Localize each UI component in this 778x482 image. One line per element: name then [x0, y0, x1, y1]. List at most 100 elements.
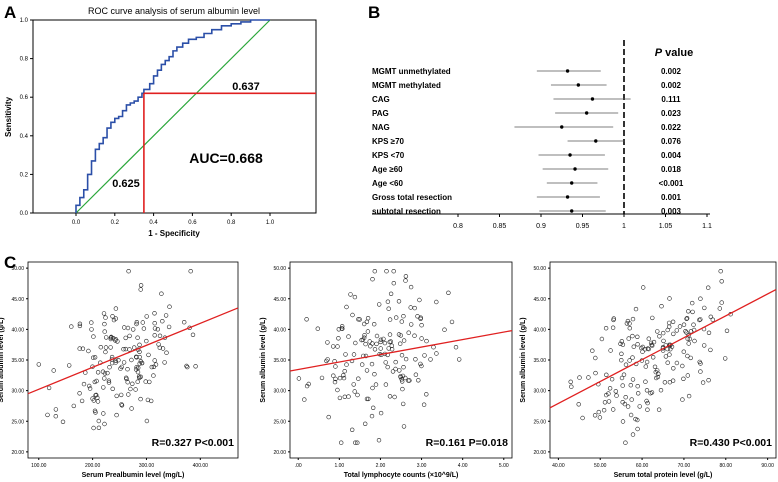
scatter-point — [597, 415, 603, 420]
scatter-point — [95, 399, 101, 404]
scatter-point — [698, 369, 703, 374]
scatter-point — [372, 347, 378, 352]
scatter-point — [702, 305, 707, 311]
scatter-point — [144, 418, 150, 424]
scatter-point — [364, 368, 370, 373]
scatter-point — [152, 321, 157, 326]
scatter-point — [101, 385, 106, 390]
scatter-point — [698, 317, 703, 322]
scatter-point — [386, 306, 391, 311]
scatter-point — [71, 403, 77, 409]
correlation-label: R=0.327 P<0.001 — [152, 437, 234, 449]
scatter-point — [660, 330, 666, 336]
scatter-point — [609, 377, 615, 382]
scatter-y-tick-label: 40.00 — [273, 327, 286, 333]
scatter-point — [132, 345, 137, 350]
scatter-point — [628, 383, 633, 388]
forest-point — [594, 139, 598, 143]
scatter-y-axis-label: Serum albumin level (g/L) — [260, 317, 267, 402]
scatter-y-tick-label: 45.00 — [11, 297, 24, 303]
scatter-point — [134, 320, 140, 325]
scatter-point — [635, 384, 640, 389]
scatter-point — [646, 346, 651, 352]
scatter-point — [658, 388, 664, 393]
scatter-point — [341, 375, 347, 381]
scatter-point — [710, 317, 715, 322]
scatter-point — [86, 348, 91, 354]
forest-x-tick-label: 1 — [622, 223, 626, 230]
scatter-point — [401, 338, 407, 343]
scatter-point — [110, 386, 115, 391]
scatter-point — [644, 398, 649, 404]
scatter-point — [624, 321, 630, 326]
scatter-point — [101, 411, 106, 416]
scatter-point — [652, 364, 658, 369]
forest-x-ticks: 0.8 0.85 0.9 0.95 1 1.05 1.1 — [453, 214, 712, 230]
scatter-point — [387, 317, 393, 322]
scatter-point — [337, 375, 343, 381]
scatter-point — [706, 378, 711, 383]
scatter-point — [342, 394, 347, 399]
scatter-point — [102, 376, 107, 381]
scatter-point — [413, 372, 419, 377]
scatter-point — [126, 269, 131, 274]
scatter-point — [635, 391, 641, 396]
correlation-label: R=0.161 P=0.018 — [426, 437, 508, 449]
forest-x-tick-label: 1.05 — [659, 223, 673, 230]
scatter-point — [105, 370, 110, 376]
scatter-point — [102, 321, 107, 327]
scatter-point — [419, 323, 424, 328]
scatter-point — [123, 335, 128, 341]
scatter-point — [569, 384, 574, 389]
scatter-point — [406, 330, 411, 335]
scatter-point — [627, 326, 632, 331]
scatter-point — [442, 327, 447, 332]
scatter-point — [686, 393, 692, 399]
scatter-point — [684, 316, 690, 321]
scatter-point — [125, 325, 131, 331]
scatter-point — [667, 296, 672, 301]
scatter-point — [650, 355, 656, 360]
scatter-point — [593, 370, 598, 376]
forest-point — [570, 209, 574, 213]
scatter-point — [147, 379, 152, 385]
forest-x-tick-label: 1.1 — [702, 223, 712, 230]
scatter-point — [140, 320, 146, 325]
scatter-point — [106, 380, 112, 385]
scatter-point — [335, 344, 340, 349]
scatter-point — [397, 368, 402, 373]
scatter-point — [352, 294, 358, 300]
scatter-point — [401, 365, 406, 370]
scatter-point — [337, 395, 343, 401]
scatter-point — [79, 398, 85, 404]
scatter-point — [149, 398, 154, 404]
scatter-point — [629, 397, 634, 402]
roc-y-tick-label: 0.8 — [20, 57, 29, 63]
scatter-point — [163, 313, 169, 318]
roc-y-axis-label: Sensitivity — [4, 96, 13, 137]
scatter-point — [102, 421, 107, 427]
scatter-x-tick-label: 70.00 — [678, 463, 691, 469]
scatter-point — [114, 393, 119, 399]
forest-rows: MGMT unmethylated 0.002 MGMT methylated 0.0… — [372, 67, 684, 216]
scatter-frame — [289, 261, 513, 459]
scatter-point — [344, 362, 349, 367]
scatter-point — [686, 309, 691, 314]
scatter-point — [409, 322, 414, 327]
scatter-point — [353, 440, 358, 445]
scatter-point — [109, 360, 115, 366]
scatter-point — [359, 337, 364, 343]
scatter-point — [403, 375, 408, 381]
scatter-point — [568, 379, 573, 384]
scatter-point — [343, 352, 348, 357]
roc-y-tick-label: 0.2 — [20, 172, 29, 178]
scatter-point — [418, 315, 423, 320]
scatter-point — [118, 392, 124, 398]
roc-chart: ROC curve analysis of serum albumin leve… — [4, 6, 317, 238]
scatter-point — [614, 393, 619, 398]
scatter-point — [644, 388, 650, 393]
scatter-point — [677, 324, 683, 329]
scatter-x-tick-label: 80.00 — [720, 463, 733, 469]
scatter-point — [121, 325, 127, 330]
scatter-x-tick-label: 400.00 — [193, 463, 209, 469]
